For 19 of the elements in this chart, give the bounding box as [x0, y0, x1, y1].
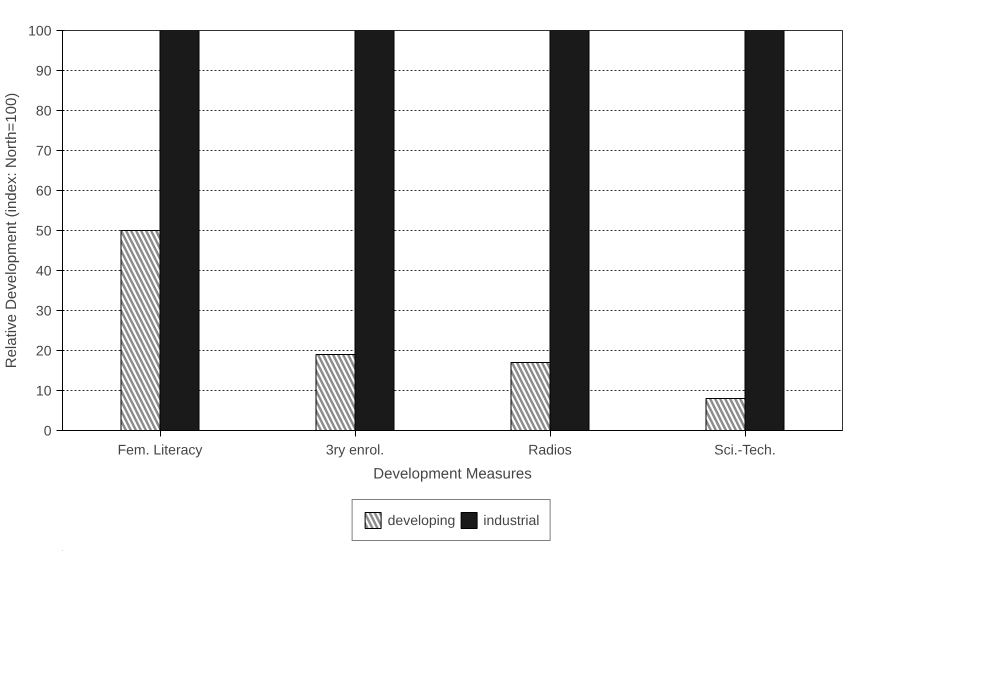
y-tick-label: 70: [36, 142, 52, 158]
legend-label: developing: [388, 512, 456, 528]
y-tick-label: 0: [44, 422, 52, 438]
y-tick-label: 20: [36, 342, 52, 358]
x-tick-label: Fem. Literacy: [118, 442, 202, 458]
x-tick-label: Sci.-Tech.: [714, 442, 776, 458]
legend-label: industrial: [483, 512, 540, 528]
y-tick-label: 30: [36, 302, 52, 318]
y-axis-title: Relative Development (index: North=100): [3, 92, 20, 368]
y-tick-label: 90: [36, 62, 52, 78]
y-tick-label: 50: [36, 222, 52, 238]
x-tick-label: Radios: [528, 442, 572, 458]
x-tick-label: 3ry enrol.: [326, 442, 384, 458]
y-tick-label: 60: [36, 182, 52, 198]
y-tick-label: 10: [36, 382, 52, 398]
y-tick-label: 80: [36, 102, 52, 118]
y-tick-label: 40: [36, 262, 52, 278]
x-axis-title: Development Measures: [373, 466, 532, 482]
y-tick-label: 100: [28, 22, 52, 38]
